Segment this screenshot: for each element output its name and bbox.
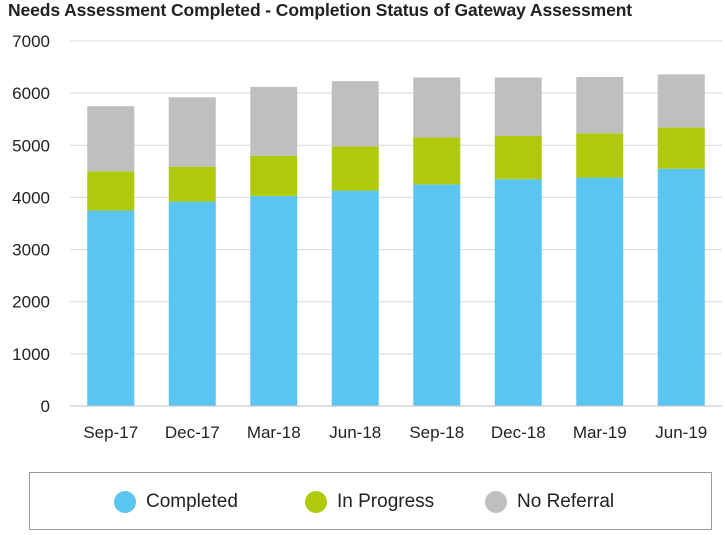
bar-in-progress xyxy=(250,155,298,196)
x-tick-label: Jun-19 xyxy=(655,423,707,442)
bar-no-referral xyxy=(576,76,624,134)
bar-in-progress xyxy=(168,166,216,202)
x-tick-label: Dec-17 xyxy=(165,423,220,442)
legend-label-in-progress: In Progress xyxy=(337,491,435,512)
bar-completed xyxy=(250,195,298,406)
legend-swatch-completed xyxy=(114,491,136,513)
legend-item-in-progress: In Progress xyxy=(305,491,434,513)
y-tick-label: 0 xyxy=(41,397,50,416)
bar-completed xyxy=(576,177,624,406)
legend-swatch-no-referral xyxy=(485,491,507,513)
bar-in-progress xyxy=(331,146,379,191)
bar-in-progress xyxy=(87,171,135,211)
bar-no-referral xyxy=(657,74,705,128)
y-tick-label: 5000 xyxy=(12,136,50,155)
bar-completed xyxy=(413,184,461,406)
legend-label-no-referral: No Referral xyxy=(517,491,615,512)
y-tick-label: 3000 xyxy=(12,241,50,260)
bar-completed xyxy=(168,201,216,406)
bar-no-referral xyxy=(494,77,542,136)
x-tick-label: Jun-18 xyxy=(329,423,381,442)
x-tick-label: Sep-18 xyxy=(409,423,464,442)
legend-swatch-in-progress xyxy=(305,491,327,513)
y-tick-label: 4000 xyxy=(12,188,50,207)
x-tick-label: Mar-18 xyxy=(247,423,301,442)
chart-plot: 0 1000 2000 3000 4000 5000 6000 7000 Sep-17 Dec-1… xyxy=(12,32,722,442)
bar-completed xyxy=(494,179,542,406)
bar-completed xyxy=(657,168,705,406)
bar-no-referral xyxy=(413,77,461,138)
y-tick-label: 1000 xyxy=(12,345,50,364)
bar-no-referral xyxy=(168,97,216,167)
bar-in-progress xyxy=(576,133,624,178)
y-tick-label: 7000 xyxy=(12,32,50,51)
legend-label-completed: Completed xyxy=(146,491,238,512)
bar-no-referral xyxy=(331,81,379,147)
legend-item-no-referral: No Referral xyxy=(485,491,614,513)
bar-completed xyxy=(87,210,135,406)
x-tick-label: Mar-19 xyxy=(573,423,627,442)
x-tick-label: Dec-18 xyxy=(491,423,546,442)
bar-completed xyxy=(331,190,379,406)
y-tick-label: 2000 xyxy=(12,293,50,312)
bar-no-referral xyxy=(250,86,298,156)
chart-title: Needs Assessment Completed - Completion … xyxy=(8,0,633,20)
x-tick-label: Sep-17 xyxy=(83,423,138,442)
chart-legend: Completed In Progress No Referral xyxy=(29,472,712,530)
bar-no-referral xyxy=(87,106,135,172)
y-tick-label: 6000 xyxy=(12,84,50,103)
bar-in-progress xyxy=(494,135,542,180)
bar-in-progress xyxy=(657,127,705,169)
bar-in-progress xyxy=(413,137,461,185)
legend-item-completed: Completed xyxy=(114,491,238,513)
